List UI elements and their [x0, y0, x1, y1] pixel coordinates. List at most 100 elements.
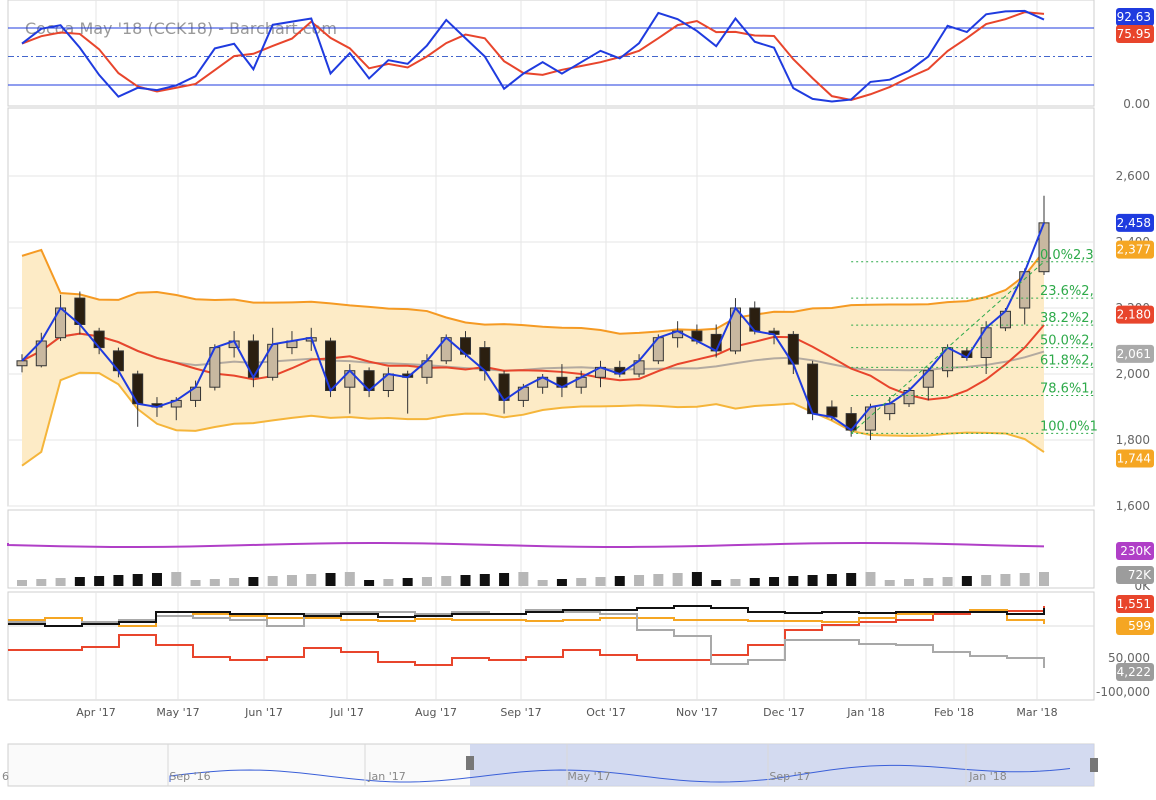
x-axis: Apr '17 May '17 Jun '17 Jul '17 Aug '17 Sep '…	[76, 706, 1057, 719]
x-tick-label: Jul '17	[329, 706, 364, 719]
navigator-tick-label: Sep '16	[169, 770, 210, 783]
value-badges: 2,458 2,377 2,180 2,061 1,744 92.63 75.95 230K 7…	[1105, 8, 1154, 681]
volume-bar	[190, 580, 201, 586]
fib-level-label: 50.0%2,	[1040, 334, 1094, 349]
volume-bar	[769, 577, 780, 586]
price-badge: 2,458	[1116, 213, 1154, 232]
volume-bar	[711, 580, 722, 586]
badge-label: 2,377	[1117, 243, 1151, 257]
volume-bar	[499, 573, 510, 586]
volume-bar	[749, 578, 760, 586]
volume-bar	[537, 580, 548, 586]
badge-bg	[1116, 617, 1154, 635]
stoch-d-line	[21, 11, 1045, 101]
volume-bar	[961, 576, 972, 586]
navigator-left-handle	[466, 756, 474, 770]
close-price-line	[21, 222, 1045, 432]
badge-bg	[1116, 449, 1154, 468]
badge-bg	[1116, 213, 1154, 232]
volume-bar	[344, 572, 355, 586]
bollinger-middle-line	[21, 332, 1045, 372]
x-tick-label: Apr '17	[76, 706, 116, 719]
x-tick-label: Jun '17	[244, 706, 283, 719]
price-badge: 2,377	[1116, 240, 1154, 259]
cot-noncommercials-line	[8, 609, 1045, 668]
x-tick-label: May '17	[156, 706, 199, 719]
volume-bar	[518, 572, 529, 586]
volume-bar	[1000, 574, 1011, 586]
x-tick-label: Dec '17	[763, 706, 805, 719]
badge-label: 92.63	[1117, 10, 1151, 24]
cot-panel: 50,000 -100,000	[8, 605, 1150, 699]
volume-bar	[267, 576, 278, 586]
bollinger-lower-line	[21, 371, 1045, 467]
volume-bar	[479, 574, 490, 586]
x-tick-label: Aug '17	[415, 706, 457, 719]
volume-bar	[229, 578, 240, 586]
volume-badge: 230K	[1116, 542, 1154, 560]
badge-label: 2,458	[1117, 216, 1151, 230]
volume-bar	[441, 576, 452, 586]
cot-badge: -64,222	[1105, 663, 1154, 681]
badge-label: 72K	[1128, 568, 1152, 582]
volume-bar	[364, 580, 375, 586]
panel-frame	[7, 0, 1095, 107]
volume-bar	[460, 575, 471, 586]
badge-bg	[1116, 566, 1154, 584]
volume-bar	[94, 576, 105, 586]
volume-bar	[653, 574, 664, 586]
navigator-tick-label: Sep '17	[769, 770, 810, 783]
x-tick-label: Oct '17	[586, 706, 626, 719]
volume-bar	[151, 573, 162, 586]
bollinger-band-fill	[22, 249, 1044, 466]
x-tick-label: Feb '18	[934, 706, 974, 719]
volume-bar	[36, 579, 47, 586]
navigator-tick-label: May '17	[567, 770, 610, 783]
navigator-panel[interactable]: Sep '16 Jan '17 May '17 Sep '17 Jan '18 6	[2, 743, 1098, 787]
badge-bg	[1116, 595, 1154, 613]
volume-bar	[286, 575, 297, 586]
badge-bg	[1116, 25, 1154, 43]
badge-bg	[1116, 344, 1154, 363]
x-tick-label: Nov '17	[676, 706, 718, 719]
moving-average-red	[21, 324, 1045, 401]
volume-bar	[306, 574, 317, 586]
badge-bg	[1116, 240, 1154, 259]
badge-label: 31,551	[1109, 597, 1151, 611]
volume-bar	[17, 580, 27, 586]
navigator-tick-label: Jan '18	[968, 770, 1006, 783]
fib-level-label: 78.6%1,	[1040, 381, 1094, 396]
y-tick-label: 1,600	[1116, 499, 1150, 513]
stochastic-panel: 0.00	[8, 9, 1150, 111]
volume-bar	[74, 577, 85, 586]
volume-bar	[113, 575, 124, 586]
badge-label: 599	[1128, 619, 1151, 633]
fib-level-label: 23.6%2,	[1040, 284, 1094, 299]
y-tick-label: -100,000	[1096, 685, 1150, 699]
volume-bar	[672, 573, 683, 586]
x-tick-label: Sep '17	[500, 706, 541, 719]
price-badge: 2,061	[1116, 344, 1154, 363]
x-tick-label: Mar '18	[1016, 706, 1057, 719]
price-badge: 2,180	[1116, 305, 1154, 324]
volume-bar	[595, 577, 606, 586]
price-badge: 1,744	[1116, 449, 1154, 468]
navigator-selection	[470, 744, 1094, 786]
volume-bar	[826, 574, 837, 586]
volume-bar	[865, 572, 876, 586]
badge-bg	[1116, 663, 1154, 681]
badge-label: 230K	[1120, 544, 1152, 558]
bollinger-upper-line	[21, 248, 1045, 335]
volume-bar	[634, 575, 645, 586]
y-tick-label: 50,000	[1108, 651, 1150, 665]
fib-level-label: 61.8%2,	[1040, 353, 1094, 368]
navigator-tick-label: Jan '17	[367, 770, 405, 783]
y-tick-label: 2,600	[1116, 169, 1150, 183]
badge-label: 1,744	[1117, 451, 1151, 465]
volume-bar	[614, 576, 625, 586]
open-interest-line	[7, 541, 1045, 548]
volume-bar	[325, 573, 336, 586]
y-tick-label: 2,000	[1116, 367, 1150, 381]
fib-level-label: 0.0%2,3	[1040, 248, 1094, 263]
